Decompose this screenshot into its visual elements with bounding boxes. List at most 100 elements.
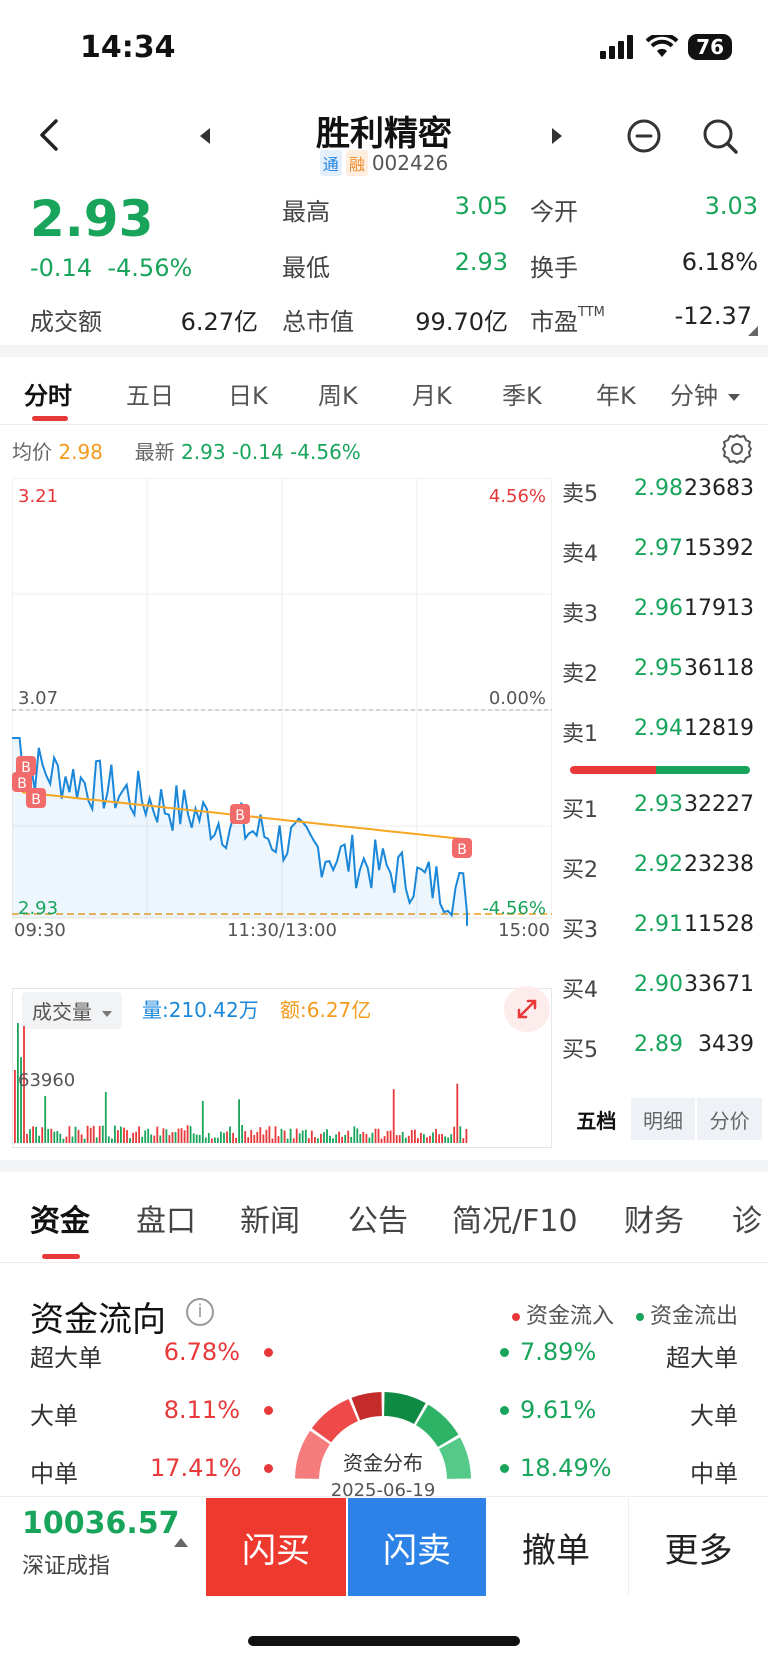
volume-bar bbox=[62, 1138, 65, 1143]
bid-label: 买2 bbox=[562, 858, 598, 883]
inflow-dot bbox=[264, 1348, 273, 1357]
tab-finance[interactable]: 财务 bbox=[624, 1204, 684, 1239]
mktcap-value: 99.70亿 bbox=[415, 308, 508, 336]
volume-bar bbox=[298, 1133, 301, 1143]
volume-bar bbox=[14, 1070, 16, 1143]
volume-bar bbox=[177, 1128, 180, 1143]
tab-weekly-k[interactable]: 周K bbox=[318, 382, 358, 410]
order-book-tabs: 五档 明细 分价 bbox=[562, 1098, 763, 1140]
ask-row-1[interactable]: 卖5 2.98 23683 bbox=[562, 476, 762, 507]
bid-row-3[interactable]: 买3 2.91 11528 bbox=[562, 912, 762, 943]
volume-bar bbox=[459, 1126, 462, 1143]
tab-monthly-k[interactable]: 月K bbox=[412, 382, 452, 410]
expand-icon[interactable] bbox=[504, 986, 550, 1032]
volume-bar bbox=[20, 1057, 22, 1143]
fund-distribution-donut[interactable]: 资金分布 2025-06-19 bbox=[288, 1370, 478, 1496]
buy-marker-icon[interactable] bbox=[16, 756, 36, 776]
volume-selector[interactable]: 成交量 bbox=[22, 992, 123, 1029]
tab-announcements[interactable]: 公告 bbox=[348, 1204, 408, 1239]
flash-sell-button[interactable]: 闪卖 bbox=[348, 1498, 486, 1596]
tab-intraday[interactable]: 分时 bbox=[24, 382, 72, 410]
bid-volume: 23238 bbox=[684, 852, 754, 877]
volume-bar bbox=[441, 1134, 443, 1143]
bid-row-5[interactable]: 买5 2.89 3439 bbox=[562, 1032, 762, 1063]
ask-volume: 23683 bbox=[684, 476, 754, 501]
volume-bar bbox=[353, 1126, 356, 1143]
volume-bar bbox=[456, 1083, 459, 1143]
tab-diagnosis[interactable]: 诊 bbox=[732, 1204, 762, 1239]
index-name[interactable]: 深证成指 bbox=[22, 1554, 111, 1579]
volume-amount: 额:6.27亿 bbox=[280, 998, 372, 1022]
gear-icon[interactable] bbox=[720, 432, 754, 466]
legend-outflow: 资金流出 bbox=[635, 1298, 738, 1330]
ask-row-5[interactable]: 卖1 2.94 12819 bbox=[562, 716, 762, 747]
volume-bar bbox=[310, 1130, 313, 1143]
ask-row-4[interactable]: 卖2 2.95 36118 bbox=[562, 656, 762, 687]
bid-row-1[interactable]: 买1 2.93 32227 bbox=[562, 792, 762, 823]
index-value[interactable]: 10036.57 bbox=[22, 1506, 180, 1541]
tab-daily-k[interactable]: 日K bbox=[228, 382, 268, 410]
ask-row-3[interactable]: 卖3 2.96 17913 bbox=[562, 596, 762, 627]
low-value: 2.93 bbox=[454, 248, 508, 276]
pe-ttm: TTM bbox=[578, 305, 605, 320]
bid-price: 2.89 bbox=[634, 1032, 683, 1057]
buy-marker-icon[interactable] bbox=[12, 772, 32, 792]
ask-row-2[interactable]: 卖4 2.97 15392 bbox=[562, 536, 762, 567]
buy-marker-icon[interactable] bbox=[26, 788, 46, 808]
info-icon[interactable]: i bbox=[186, 1298, 214, 1326]
buy-marker-label: B bbox=[31, 792, 41, 808]
volume-bar bbox=[180, 1128, 183, 1143]
tab-price-dist[interactable]: 分价 bbox=[697, 1098, 763, 1140]
chevron-up-icon[interactable] bbox=[174, 1538, 188, 1547]
volume-bar bbox=[65, 1136, 68, 1143]
divider bbox=[0, 424, 768, 425]
volume-bar bbox=[129, 1138, 131, 1143]
pe-value: -12.37 bbox=[674, 302, 752, 330]
tab-level5[interactable]: 五档 bbox=[564, 1098, 629, 1140]
next-stock-icon[interactable] bbox=[552, 128, 562, 144]
mid-price-label: 3.07 bbox=[18, 688, 58, 709]
buy-marker-icon[interactable] bbox=[230, 804, 250, 824]
bid-row-4[interactable]: 买4 2.90 33671 bbox=[562, 972, 762, 1003]
latest-label: 最新 bbox=[134, 440, 175, 464]
tab-yearly-k[interactable]: 年K bbox=[596, 382, 636, 410]
more-button[interactable]: 更多 bbox=[628, 1498, 768, 1596]
corner-expand-icon[interactable] bbox=[748, 326, 758, 336]
buy-marker-icon[interactable] bbox=[452, 838, 472, 858]
remove-watchlist-icon[interactable] bbox=[626, 118, 662, 154]
search-icon[interactable] bbox=[700, 116, 740, 156]
volume-bar bbox=[235, 1137, 237, 1143]
volume-bar bbox=[295, 1128, 298, 1143]
volume-bar bbox=[71, 1136, 74, 1143]
tab-funds[interactable]: 资金 bbox=[30, 1204, 90, 1239]
tab-handicap[interactable]: 盘口 bbox=[136, 1204, 196, 1239]
prev-stock-icon[interactable] bbox=[200, 128, 210, 144]
flash-buy-button[interactable]: 闪买 bbox=[206, 1498, 346, 1596]
tab-news[interactable]: 新闻 bbox=[240, 1204, 300, 1239]
cancel-order-button[interactable]: 撤单 bbox=[522, 1530, 590, 1571]
tab-5day[interactable]: 五日 bbox=[126, 382, 174, 410]
volume-bar bbox=[247, 1137, 250, 1143]
time-start-label: 09:30 bbox=[14, 920, 66, 938]
tab-f10[interactable]: 简况/F10 bbox=[452, 1204, 578, 1239]
tab-underline bbox=[42, 1254, 80, 1259]
volume-bar bbox=[280, 1128, 283, 1143]
volume-bar bbox=[395, 1135, 398, 1143]
volume-bar bbox=[420, 1132, 422, 1143]
tab-minute[interactable]: 分钟 bbox=[670, 376, 740, 411]
bid-ask-ratio-bar bbox=[570, 766, 750, 774]
bid-row-2[interactable]: 买2 2.92 23238 bbox=[562, 852, 762, 883]
buy-marker-label: B bbox=[17, 776, 27, 792]
tab-details[interactable]: 明细 bbox=[630, 1098, 696, 1140]
volume-bar bbox=[59, 1133, 62, 1143]
mktcap-label: 总市值 bbox=[282, 308, 354, 336]
volume-bar bbox=[447, 1137, 450, 1143]
volume-bar bbox=[380, 1138, 383, 1143]
tab-quarterly-k[interactable]: 季K bbox=[502, 382, 542, 410]
ask-label: 卖3 bbox=[562, 602, 598, 627]
volume-bar bbox=[271, 1138, 274, 1143]
volume-bar bbox=[250, 1129, 253, 1143]
back-icon[interactable] bbox=[30, 115, 70, 155]
volume-bar bbox=[350, 1136, 353, 1143]
